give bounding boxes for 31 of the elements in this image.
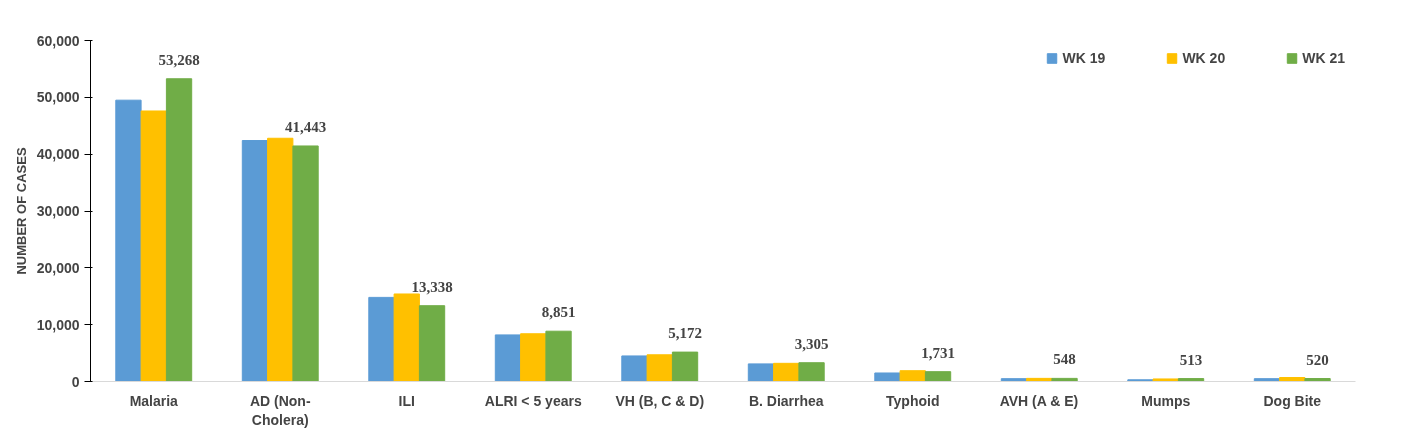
data-label: 513: [1179, 351, 1203, 368]
y-tick-label: 20,000: [36, 259, 80, 276]
legend-label: WK 21: [1302, 50, 1345, 66]
x-tick-label: Mumps: [1141, 392, 1191, 409]
data-label: 53,268: [158, 51, 200, 68]
data-label: 1,731: [921, 344, 955, 361]
data-label: 41,443: [284, 118, 327, 135]
y-tick-label: 50,000: [36, 89, 80, 106]
y-tick-label: 0: [71, 373, 80, 390]
x-tick-label: Dog Bite: [1263, 392, 1322, 409]
data-label: 520: [1306, 351, 1329, 368]
y-tick-label: 10,000: [36, 316, 80, 333]
legend-label: WK 19: [1062, 50, 1106, 66]
x-tick-label: ALRI < 5 years: [484, 392, 582, 409]
data-label: 548: [1053, 351, 1076, 368]
data-label: 8,851: [541, 304, 576, 321]
y-tick-label: 60,000: [36, 32, 80, 49]
data-label: 5,172: [668, 325, 702, 342]
legend-label: WK 20: [1182, 50, 1226, 66]
x-tick-label: Typhoid: [886, 392, 940, 409]
x-tick-label: AD (Non- Cholera): [249, 392, 311, 428]
x-tick-label: AVH (A & E): [999, 392, 1079, 409]
x-tick-label: VH (B, C & D): [615, 392, 705, 409]
x-tick-label: B. Diarrhea: [748, 392, 824, 409]
data-label: 13,338: [411, 278, 453, 295]
y-tick-label: 30,000: [36, 203, 80, 219]
x-tick-label: ILI: [398, 392, 415, 409]
y-axis-title: NUMBER OF CASES: [13, 147, 29, 275]
y-tick-label: 40,000: [36, 146, 80, 163]
x-tick-label: Malaria: [129, 392, 179, 409]
data-label: 3,305: [794, 335, 829, 352]
